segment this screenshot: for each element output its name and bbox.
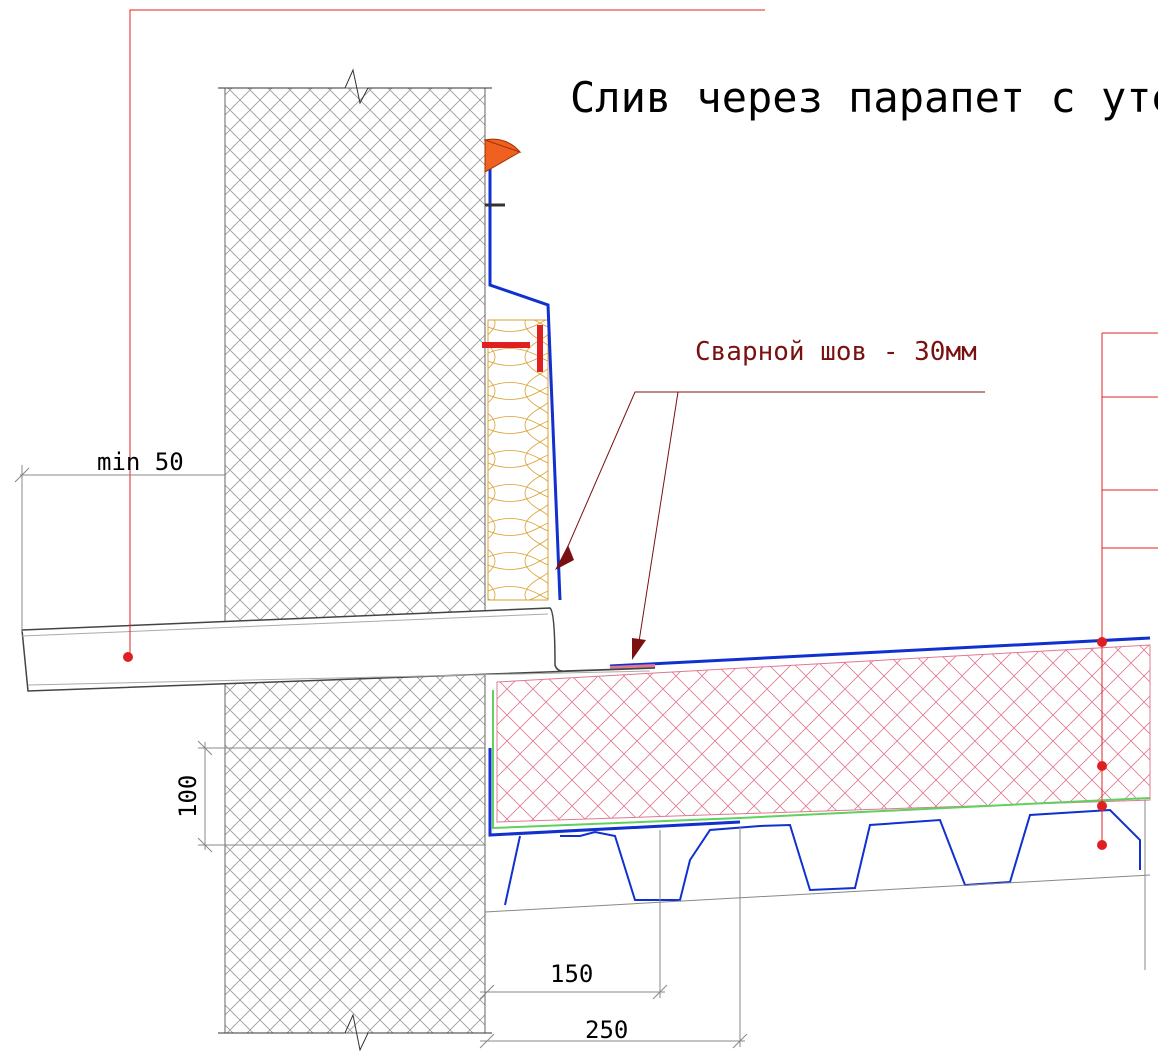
weld-note: Сварной шов - 30мм <box>695 337 977 367</box>
dimension-label: 100 <box>174 775 202 818</box>
dimension-label: 250 <box>585 1016 628 1044</box>
leader-dot <box>1097 761 1107 771</box>
leader-line <box>129 9 765 657</box>
weld <box>609 664 656 670</box>
arrowhead <box>555 545 646 660</box>
drain-pipe <box>21 607 656 692</box>
leader-dot <box>1097 637 1107 647</box>
title: Слив через парапет с утеп <box>570 73 1158 122</box>
break-mark <box>218 68 492 105</box>
leader-dot <box>123 652 133 662</box>
dimension-label: min 50 <box>97 448 184 476</box>
leader-dot <box>1097 840 1107 850</box>
vapor-barrier <box>492 690 1151 830</box>
pipe-wall <box>21 613 651 686</box>
leader-line <box>1101 332 1158 845</box>
membrane <box>609 636 1151 668</box>
anchor <box>482 325 543 372</box>
parapet-wall <box>224 87 486 1034</box>
roof-insulation <box>496 644 1151 823</box>
leader-dot <box>1097 801 1107 811</box>
flashing <box>488 140 562 601</box>
deck-profile <box>504 808 1141 906</box>
angle-profile <box>488 748 741 837</box>
deck-line <box>484 874 1151 913</box>
break-mark <box>218 1013 492 1051</box>
dimension-line <box>197 740 485 853</box>
dimension-label: 150 <box>550 960 593 988</box>
dimension-line <box>14 465 225 632</box>
weld-leader <box>561 391 985 649</box>
sealant <box>483 138 522 173</box>
dimension-line <box>479 830 668 1000</box>
dimension-line <box>479 826 748 1049</box>
